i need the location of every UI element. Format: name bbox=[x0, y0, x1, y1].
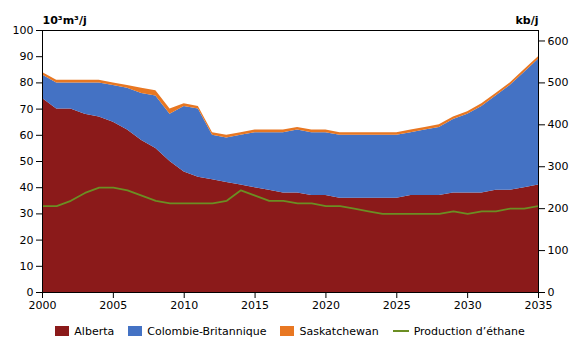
svg-text:40: 40 bbox=[20, 181, 34, 194]
svg-text:600: 600 bbox=[548, 35, 569, 48]
svg-text:20: 20 bbox=[20, 234, 34, 247]
svg-text:10: 10 bbox=[20, 260, 34, 273]
svg-text:500: 500 bbox=[548, 76, 569, 89]
svg-text:2010: 2010 bbox=[170, 299, 198, 312]
html-text:Production d’éthane: Production d’éthane bbox=[413, 324, 525, 338]
svg-text:400: 400 bbox=[548, 118, 569, 131]
svg-text:200: 200 bbox=[548, 202, 569, 215]
svg-text:2000: 2000 bbox=[29, 299, 57, 312]
html-text:Alberta: Alberta bbox=[74, 324, 115, 338]
svg-text:2035: 2035 bbox=[525, 299, 553, 312]
svg-text:0: 0 bbox=[548, 286, 555, 299]
svg-text:30: 30 bbox=[20, 207, 34, 220]
html-text:Colombie-Britannique: Colombie-Britannique bbox=[147, 324, 267, 338]
svg-text:2015: 2015 bbox=[241, 299, 269, 312]
svg-text:50: 50 bbox=[20, 155, 34, 168]
svg-text:2020: 2020 bbox=[312, 299, 340, 312]
html-text:Saskatchewan: Saskatchewan bbox=[299, 324, 379, 338]
svg-text:2005: 2005 bbox=[99, 299, 127, 312]
svg-text:80: 80 bbox=[20, 76, 34, 89]
svg-text:0: 0 bbox=[27, 286, 34, 299]
svg-text:kb/j: kb/j bbox=[516, 14, 539, 27]
svg-text:70: 70 bbox=[20, 103, 34, 116]
svg-text:100: 100 bbox=[548, 244, 569, 257]
svg-text:2030: 2030 bbox=[454, 299, 482, 312]
svg-text:60: 60 bbox=[20, 129, 34, 142]
svg-text:2025: 2025 bbox=[383, 299, 411, 312]
svg-text:300: 300 bbox=[548, 160, 569, 173]
svg-text:10³m³/j: 10³m³/j bbox=[43, 14, 87, 27]
svg-text:100: 100 bbox=[13, 24, 34, 37]
svg-text:90: 90 bbox=[20, 50, 34, 63]
